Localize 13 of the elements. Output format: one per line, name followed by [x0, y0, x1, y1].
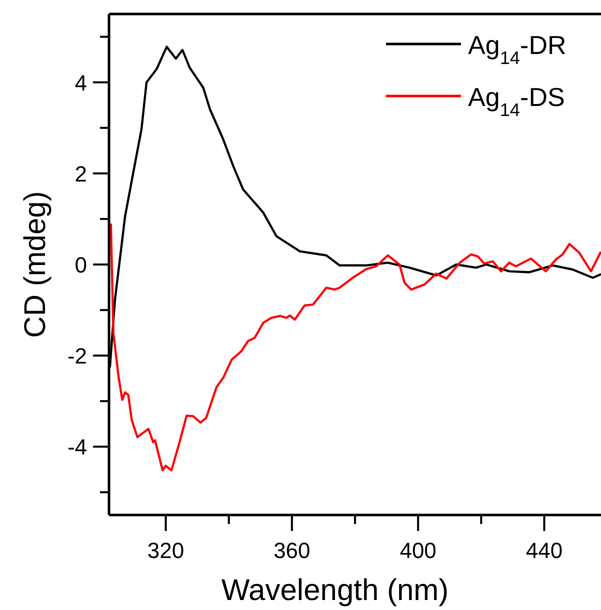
legend-label: Ag$_{14}$-DR: [468, 30, 566, 68]
x-tick-label: 400: [400, 538, 436, 563]
y-tick-label: -2: [67, 344, 87, 369]
x-axis-title: Wavelength (nm): [221, 574, 449, 607]
x-tick-label: 440: [526, 538, 563, 563]
x-tick-label: 360: [274, 538, 310, 563]
y-tick-label: 0: [74, 252, 87, 278]
x-tick-label: 320: [147, 538, 184, 563]
legend-label: Ag$_{14}$-DS: [468, 82, 565, 120]
y-tick-label: -4: [67, 434, 87, 460]
y-tick-label: 2: [74, 161, 87, 186]
y-axis-title: CD (mdeg): [19, 191, 52, 338]
y-tick-label: 4: [74, 70, 87, 96]
